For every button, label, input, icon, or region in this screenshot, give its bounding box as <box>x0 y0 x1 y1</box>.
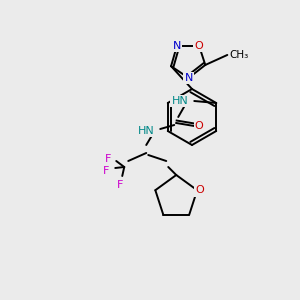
Text: HN: HN <box>172 96 188 106</box>
Text: F: F <box>105 154 111 164</box>
Text: O: O <box>195 41 203 51</box>
Text: N: N <box>184 73 193 83</box>
Text: CH₃: CH₃ <box>229 50 249 60</box>
Text: N: N <box>173 41 181 51</box>
Text: HN: HN <box>137 126 154 136</box>
Text: O: O <box>196 185 205 195</box>
Text: F: F <box>117 180 123 190</box>
Text: O: O <box>195 121 204 131</box>
Text: F: F <box>103 166 110 176</box>
